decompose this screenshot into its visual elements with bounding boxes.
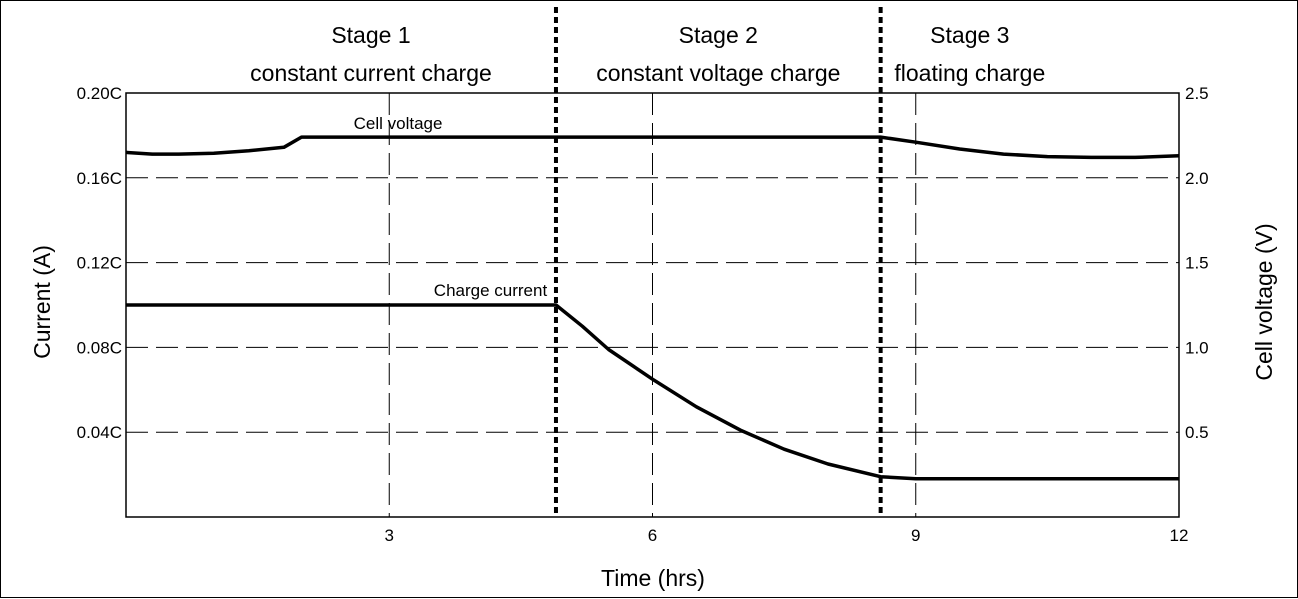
x-tick-label: 6 [648, 526, 657, 545]
y2-tick-label: 1.5 [1185, 254, 1209, 273]
stage-title: Stage 3 [930, 22, 1009, 48]
stage-title: Stage 2 [679, 22, 758, 48]
stage-title: Stage 1 [331, 22, 410, 48]
stage-subtitle: constant current charge [250, 60, 492, 86]
y-tick-label: 0.04C [77, 423, 122, 442]
series-line-charge-current [126, 305, 1179, 479]
y-tick-label: 0.20C [77, 84, 122, 103]
x-axis-title: Time (hrs) [601, 565, 705, 591]
x-tick-label: 12 [1170, 526, 1189, 545]
y2-axis-title: Cell voltage (V) [1251, 223, 1277, 380]
stage-subtitle: constant voltage charge [596, 60, 840, 86]
right-axis-ticks: 0.5 1.0 1.5 2.0 2.5 [1185, 84, 1209, 442]
y-tick-label: 0.08C [77, 338, 122, 357]
y2-tick-label: 2.0 [1185, 169, 1209, 188]
cell-voltage-label: Cell voltage [354, 114, 443, 133]
y-tick-label: 0.12C [77, 254, 122, 273]
y-axis-title: Current (A) [29, 245, 55, 359]
y-tick-label: 0.16C [77, 169, 122, 188]
x-axis-ticks: 3 6 9 12 [385, 526, 1189, 545]
y2-tick-label: 2.5 [1185, 84, 1209, 103]
x-tick-label: 9 [911, 526, 920, 545]
stage-subtitle: floating charge [894, 60, 1045, 86]
charge-current-label: Charge current [434, 281, 548, 300]
y2-tick-label: 1.0 [1185, 338, 1209, 357]
stage-labels: Stage 1 constant current charge Stage 2 con… [250, 22, 1045, 86]
left-axis-ticks: 0.04C 0.08C 0.12C 0.16C 0.20C [77, 84, 122, 442]
x-tick-label: 3 [385, 526, 394, 545]
y2-tick-label: 0.5 [1185, 423, 1209, 442]
